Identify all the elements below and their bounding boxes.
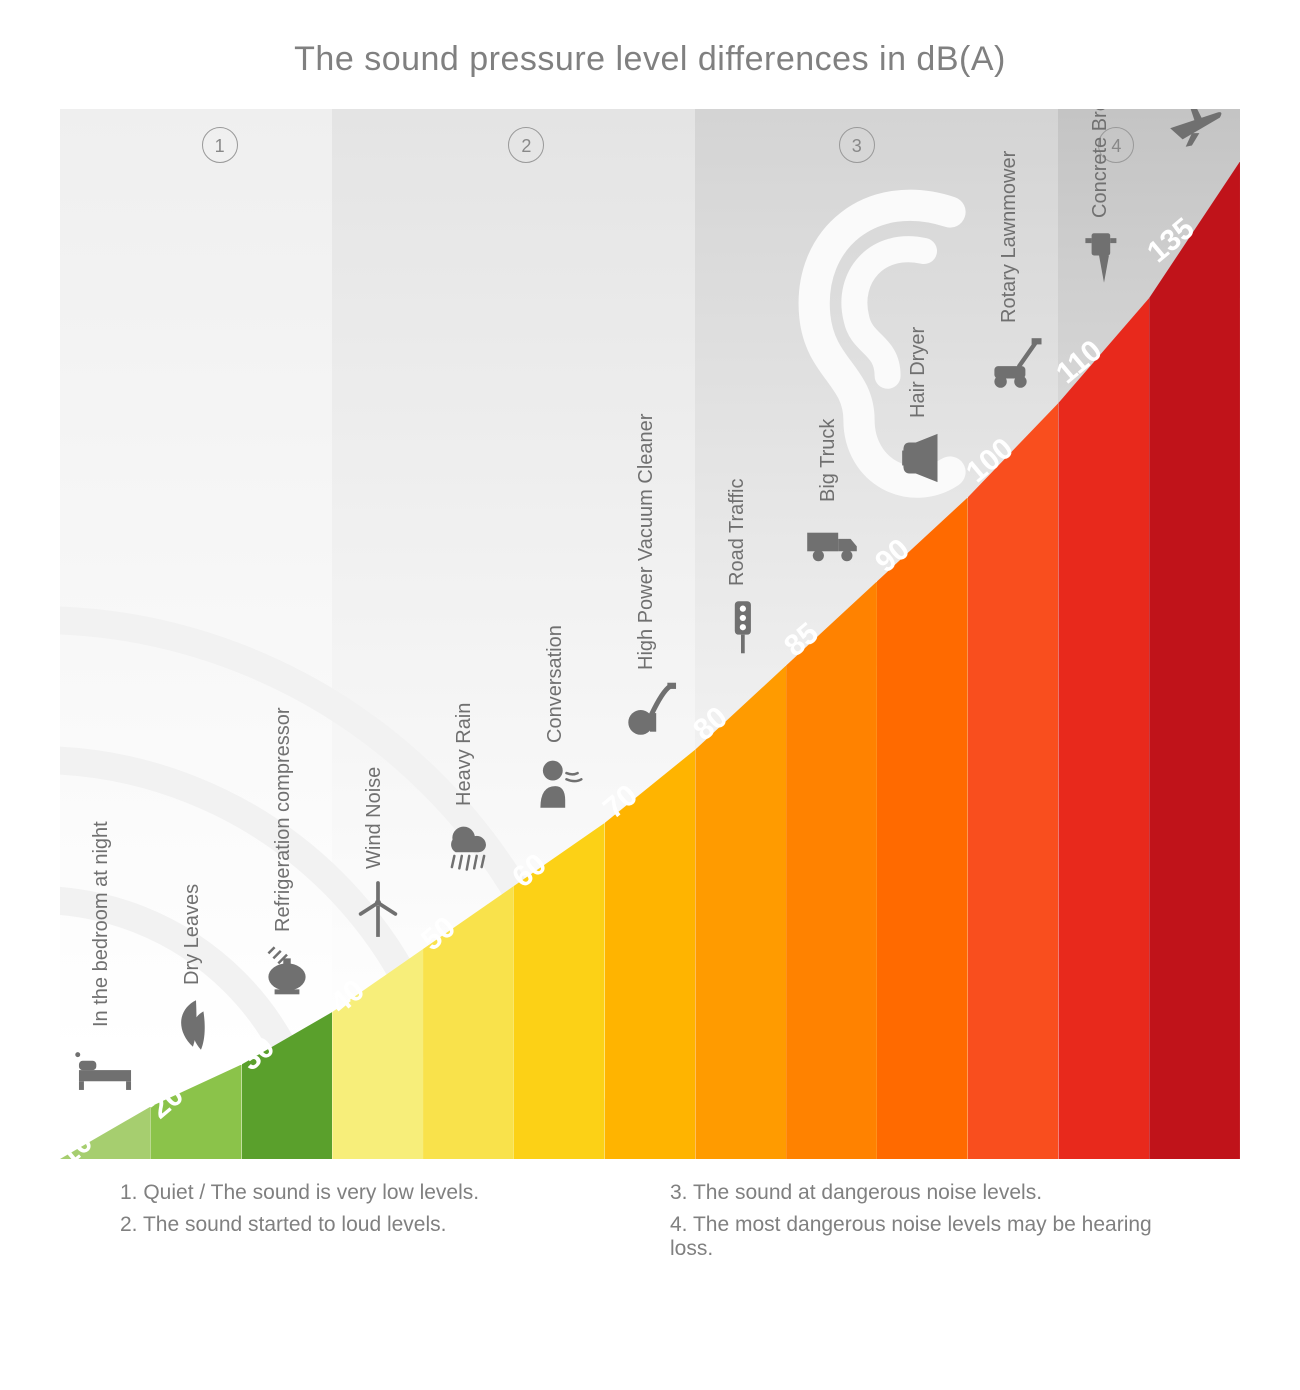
bars-container: 10In the bedroom at night20Dry Leaves30R… <box>60 109 1240 1159</box>
vacuum-icon <box>619 679 681 746</box>
item-label: Concrete Breaker Machine <box>1089 109 1112 218</box>
leaf-icon <box>165 994 227 1061</box>
bar-fill <box>968 403 1059 1159</box>
bar-slot: 135Jet Plane <box>1149 109 1240 1159</box>
item-label: Big Truck <box>817 418 840 501</box>
bar-slot: 60Conversation <box>514 109 605 1159</box>
chart-title: The sound pressure level differences in … <box>40 40 1260 79</box>
infographic-container: The sound pressure level differences in … <box>40 40 1260 1350</box>
item-label: Heavy Rain <box>453 703 476 806</box>
compressor-icon <box>256 941 318 1008</box>
legend-item: 2. The sound started to loud levels. <box>120 1213 630 1261</box>
item-label: Dry Leaves <box>181 883 204 984</box>
truck-icon <box>801 511 863 578</box>
item-label: Conversation <box>544 625 567 743</box>
breaker-icon <box>1073 227 1135 294</box>
traffic-icon <box>710 595 772 662</box>
bar-slot: 110Concrete Breaker Machine <box>1058 109 1149 1159</box>
bar-slot: 50Heavy Rain <box>423 109 514 1159</box>
rain-icon <box>437 815 499 882</box>
item-label: High Power Vacuum Cleaner <box>635 413 658 669</box>
bar-slot: 100Rotary Lawnmower <box>968 109 1059 1159</box>
legend-item: 3. The sound at dangerous noise levels. <box>670 1181 1180 1205</box>
bar-slot: 70High Power Vacuum Cleaner <box>605 109 696 1159</box>
bar-fill <box>1149 162 1240 1160</box>
dryer-icon <box>891 427 953 494</box>
bar-slot: 80Road Traffic <box>695 109 786 1159</box>
plane-icon <box>1164 109 1226 158</box>
item-label: Hair Dryer <box>907 326 930 417</box>
bar-slot: 85Big Truck <box>786 109 877 1159</box>
bed-icon <box>74 1036 136 1103</box>
bar-fill <box>877 498 968 1160</box>
item-label: Refrigeration compressor <box>272 707 295 932</box>
bar-slot: 20Dry Leaves <box>151 109 242 1159</box>
legend: 1. Quiet / The sound is very low levels.… <box>120 1181 1180 1261</box>
item-label: Wind Noise <box>363 767 386 869</box>
turbine-icon <box>347 878 409 945</box>
bar-slot: 90Hair Dryer <box>877 109 968 1159</box>
bar-slot: 40Wind Noise <box>332 109 423 1159</box>
item-label: In the bedroom at night <box>90 821 113 1027</box>
legend-item: 4. The most dangerous noise levels may b… <box>670 1213 1180 1261</box>
bar-fill <box>1058 298 1149 1159</box>
bar-slot: 10In the bedroom at night <box>60 109 151 1159</box>
talk-icon <box>528 752 590 819</box>
legend-item: 1. Quiet / The sound is very low levels. <box>120 1181 630 1205</box>
bar-fill <box>786 582 877 1160</box>
mower-icon <box>982 332 1044 399</box>
chart-area: 1234 10In the bedroom at night20Dry Leav… <box>60 109 1240 1159</box>
item-label: Road Traffic <box>726 478 749 585</box>
item-label: Rotary Lawnmower <box>998 151 1021 323</box>
bar-slot: 30Refrigeration compressor <box>242 109 333 1159</box>
